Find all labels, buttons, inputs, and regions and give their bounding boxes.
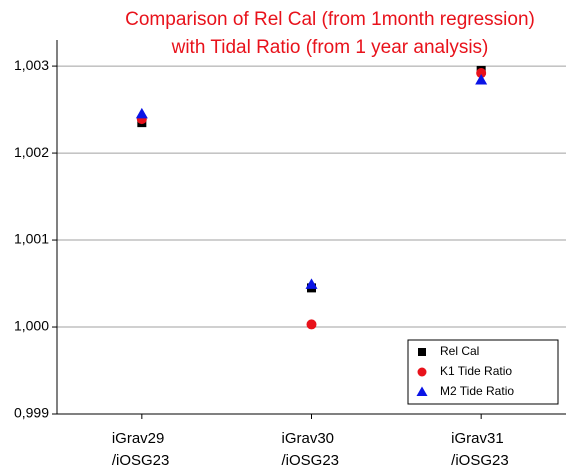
x-tick-label: iGrav31 /iOSG23 (451, 430, 509, 469)
y-tick-label: 0,999 (14, 405, 49, 421)
point (476, 68, 487, 79)
x-tick-label: iGrav29 /iOSG23 (111, 430, 170, 469)
y-tick-label: 1,003 (14, 57, 49, 73)
y-tick-label: 1,000 (14, 318, 49, 334)
point (475, 74, 488, 85)
y-tick-label: 1,002 (14, 144, 49, 160)
legend-marker (416, 386, 428, 396)
legend-marker (417, 367, 427, 377)
legend-label: K1 Tide Ratio (440, 364, 512, 378)
point (306, 319, 317, 330)
y-tick-label: 1,001 (14, 231, 49, 247)
point (135, 107, 148, 119)
legend-label: Rel Cal (440, 344, 479, 358)
x-tick-label: iGrav30 /iOSG23 (281, 430, 340, 469)
chart-title: with Tidal Ratio (from 1 year analysis) (171, 37, 489, 58)
point (305, 278, 318, 289)
legend-box (407, 339, 559, 405)
legend-label: M2 Tide Ratio (440, 384, 514, 398)
chart-title: Comparison of Rel Cal (from 1month regre… (125, 9, 535, 30)
legend-marker (418, 348, 426, 356)
